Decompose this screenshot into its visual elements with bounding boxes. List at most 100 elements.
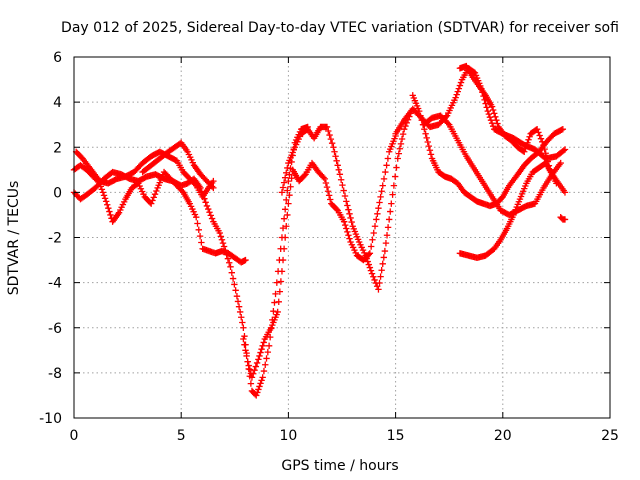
data-point: [233, 292, 241, 300]
data-point: [345, 206, 352, 213]
data-point: [244, 358, 251, 365]
data-point: [191, 181, 199, 188]
data-point: [378, 188, 385, 195]
data-point: [101, 195, 109, 202]
data-point: [150, 194, 157, 201]
data-point: [560, 147, 567, 154]
data-point: [389, 191, 396, 198]
x-tick-label: 0: [70, 428, 79, 444]
data-point: [384, 155, 392, 162]
data-point: [489, 106, 497, 114]
data-point: [424, 138, 431, 146]
data-point: [426, 147, 434, 154]
data-point: [242, 347, 249, 354]
data-point: [257, 380, 264, 387]
data-point: [323, 123, 331, 131]
data-point: [345, 232, 352, 239]
data-point: [374, 210, 381, 218]
gridlines: [74, 57, 610, 418]
series-track3: [72, 148, 217, 201]
data-point: [417, 112, 424, 119]
data-point: [561, 189, 569, 196]
data-point: [485, 110, 493, 118]
data-point: [340, 218, 348, 225]
data-point: [242, 256, 249, 264]
data-point: [219, 239, 227, 247]
data-point: [153, 187, 160, 195]
data-point: [257, 349, 264, 356]
data-point: [281, 206, 289, 213]
data-point: [283, 169, 290, 177]
data-point: [278, 189, 286, 196]
data-point: [324, 188, 332, 195]
data-point: [369, 236, 376, 243]
data-point: [250, 370, 257, 377]
x-tick-label: 20: [494, 428, 512, 444]
data-point: [379, 182, 386, 189]
series-track8: [409, 92, 567, 210]
data-point: [397, 140, 405, 148]
x-tick-label: 5: [177, 428, 186, 444]
data-point: [323, 183, 331, 191]
data-point: [400, 126, 408, 133]
data-point: [234, 298, 242, 305]
series-track9: [420, 112, 564, 219]
data-point: [382, 239, 390, 247]
data-point: [333, 157, 340, 164]
data-point: [365, 251, 372, 258]
data-point: [337, 176, 345, 183]
data-point: [100, 192, 108, 199]
data-point: [151, 190, 159, 198]
data-point: [393, 164, 400, 171]
data-point: [301, 172, 308, 179]
data-point: [364, 258, 371, 265]
data-point: [394, 155, 401, 162]
data-point: [236, 308, 244, 316]
data-point: [280, 215, 288, 222]
data-point: [327, 135, 335, 143]
data-point: [561, 146, 569, 153]
data-point: [99, 189, 107, 196]
data-point: [265, 342, 273, 349]
data-point: [486, 113, 494, 121]
data-point: [370, 273, 377, 280]
data-point: [370, 229, 377, 237]
data-point: [492, 113, 499, 120]
data-point: [521, 148, 528, 155]
data-point: [363, 255, 370, 262]
data-point: [541, 145, 548, 153]
data-point: [373, 216, 380, 223]
data-point: [415, 107, 423, 115]
data-point: [241, 341, 248, 348]
data-point: [226, 259, 233, 266]
data-point: [327, 196, 334, 203]
data-point: [102, 198, 110, 205]
data-point: [398, 135, 406, 143]
data-point: [217, 233, 225, 240]
data-point: [281, 234, 289, 241]
data-point: [362, 252, 369, 259]
data-point: [106, 208, 113, 215]
data-point: [373, 283, 381, 290]
data-point: [286, 191, 293, 199]
y-tick-label: 0: [53, 185, 62, 201]
y-tick-label: 6: [53, 50, 62, 66]
data-point: [385, 216, 393, 223]
data-point: [347, 214, 354, 222]
data-point: [381, 247, 389, 255]
data-point: [240, 324, 247, 331]
data-point: [388, 200, 395, 207]
data-point: [284, 211, 291, 219]
data-point: [279, 184, 287, 191]
data-point: [149, 197, 156, 204]
data-point: [264, 348, 272, 356]
axis-ticks: 0 5 10 15 20 25 -10 -8 -6 -4 -2 0 2 4 6: [39, 50, 619, 444]
data-point: [536, 132, 543, 139]
data-point: [365, 261, 372, 268]
data-point: [340, 187, 347, 194]
data-point: [325, 192, 333, 199]
data-point: [561, 216, 569, 223]
data-point: [378, 267, 385, 274]
data-point: [238, 314, 245, 321]
data-point: [220, 243, 228, 250]
